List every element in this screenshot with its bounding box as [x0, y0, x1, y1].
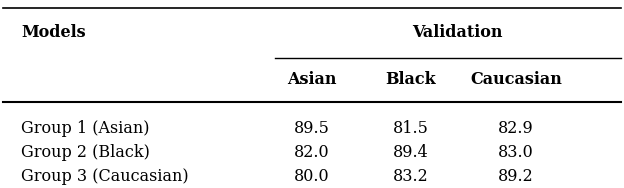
Text: 89.2: 89.2: [498, 168, 534, 185]
Text: Models: Models: [21, 24, 86, 41]
Text: 83.2: 83.2: [393, 168, 429, 185]
Text: Group 1 (Asian): Group 1 (Asian): [21, 120, 150, 136]
Text: 81.5: 81.5: [393, 120, 429, 136]
Text: Black: Black: [386, 71, 436, 88]
Text: Asian: Asian: [287, 71, 337, 88]
Text: 83.0: 83.0: [498, 144, 534, 161]
Text: Validation: Validation: [412, 24, 502, 41]
Text: Group 3 (Caucasian): Group 3 (Caucasian): [21, 168, 189, 185]
Text: Caucasian: Caucasian: [470, 71, 562, 88]
Text: 89.5: 89.5: [294, 120, 330, 136]
Text: 80.0: 80.0: [294, 168, 330, 185]
Text: 89.4: 89.4: [393, 144, 429, 161]
Text: 82.0: 82.0: [294, 144, 330, 161]
Text: Group 2 (Black): Group 2 (Black): [21, 144, 150, 161]
Text: 82.9: 82.9: [498, 120, 534, 136]
